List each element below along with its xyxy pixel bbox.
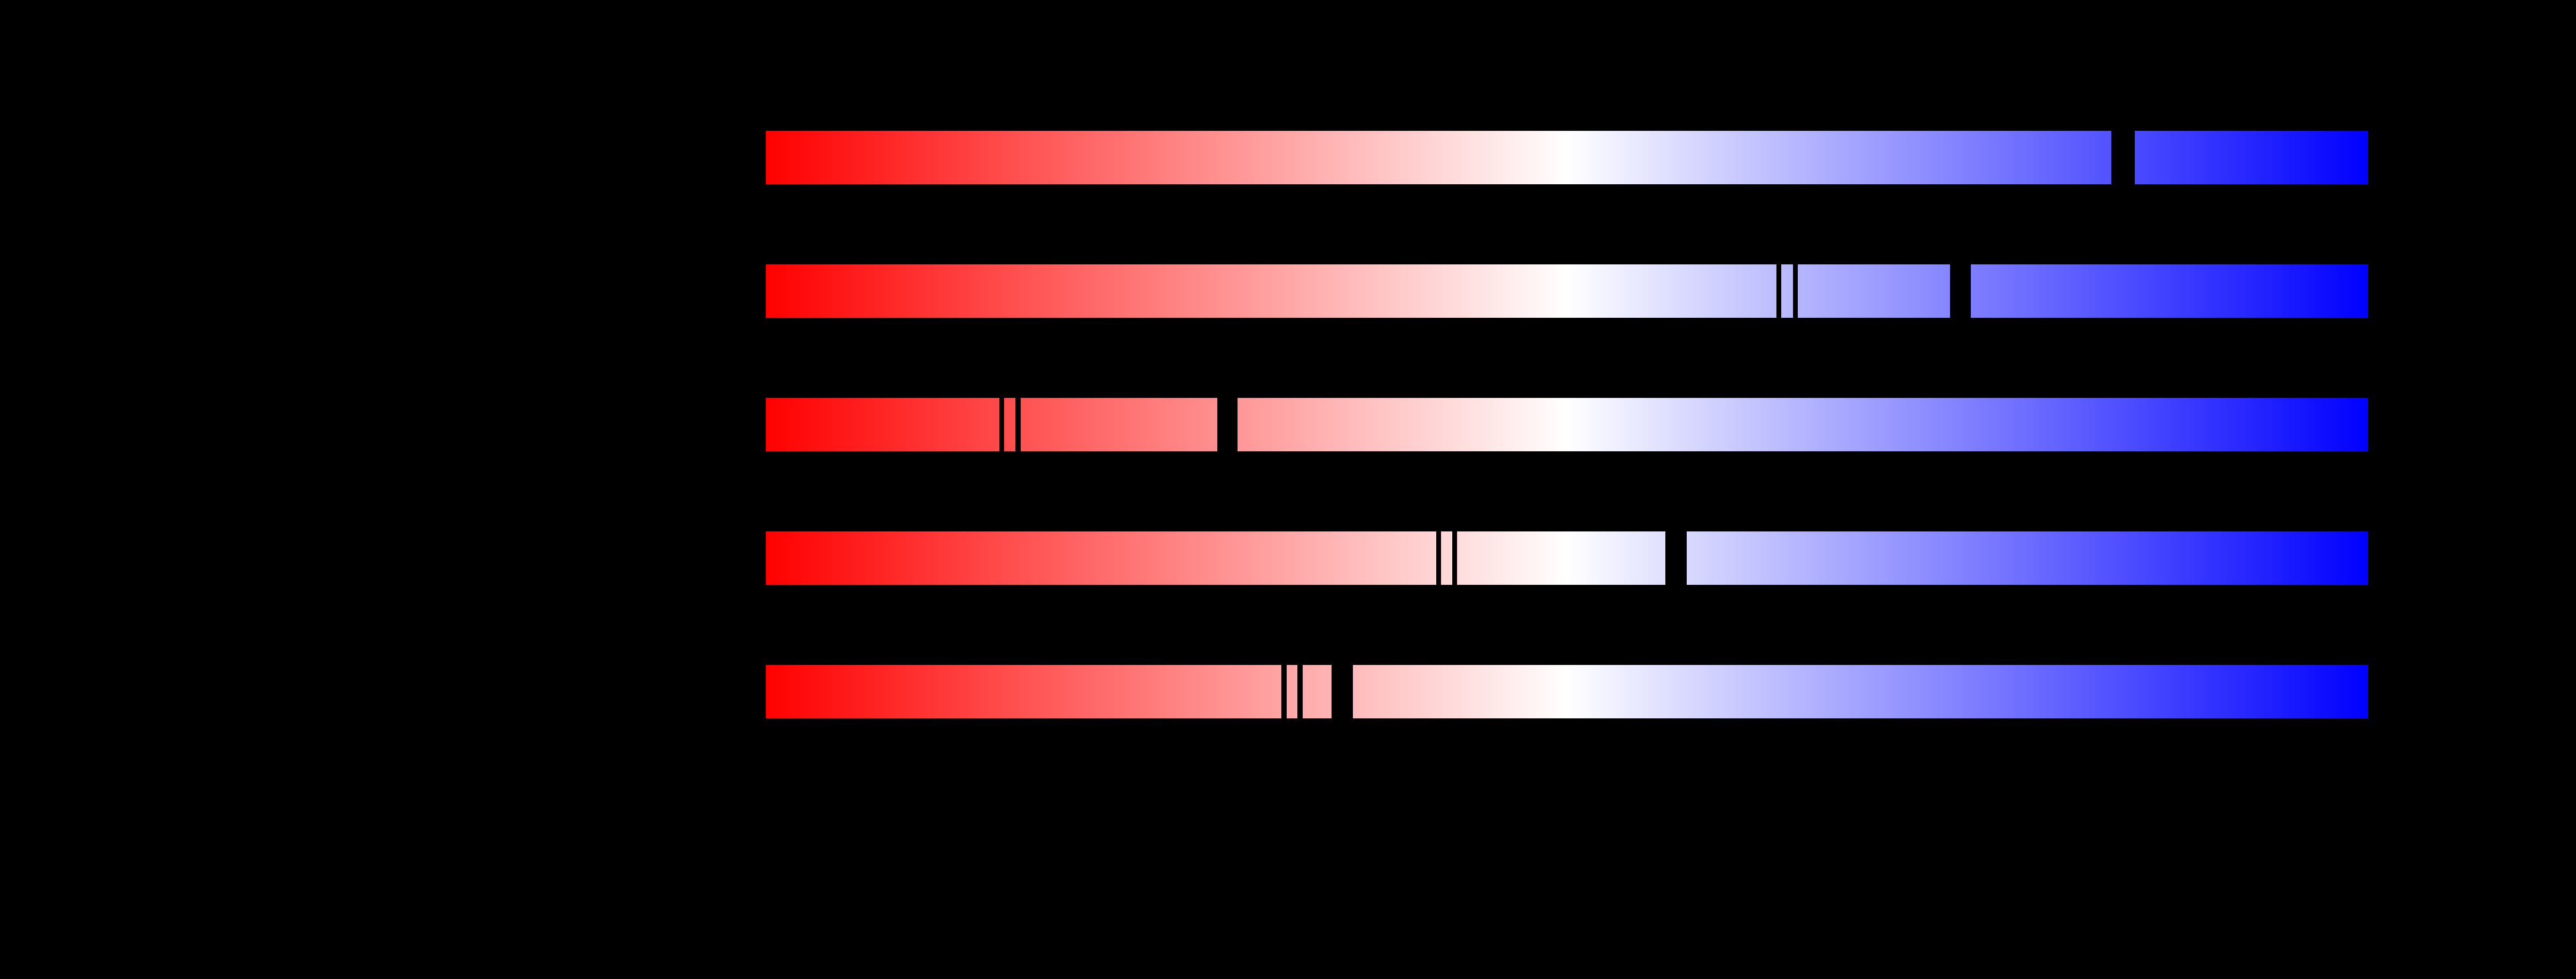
thick-interval-marker xyxy=(1332,665,1353,718)
thin-interval-marker xyxy=(999,398,1004,451)
thin-interval-marker xyxy=(1297,665,1303,718)
thin-interval-marker xyxy=(1015,398,1021,451)
thick-interval-marker xyxy=(1217,398,1238,451)
gradient-bar-row-3 xyxy=(766,398,2368,451)
thin-interval-marker xyxy=(1452,531,1457,585)
thin-interval-marker xyxy=(1281,665,1287,718)
thin-interval-marker xyxy=(1776,264,1781,318)
thin-interval-marker xyxy=(1793,264,1798,318)
gradient-bar-row-4 xyxy=(766,531,2368,585)
gradient-bar-row-1 xyxy=(766,131,2368,184)
thick-interval-marker xyxy=(2111,131,2135,184)
gradient-bar-row-2 xyxy=(766,264,2368,318)
thick-interval-marker xyxy=(1950,264,1971,318)
thin-interval-marker xyxy=(1436,531,1441,585)
gradient-bar-row-5 xyxy=(766,665,2368,718)
thick-interval-marker xyxy=(1665,531,1687,585)
